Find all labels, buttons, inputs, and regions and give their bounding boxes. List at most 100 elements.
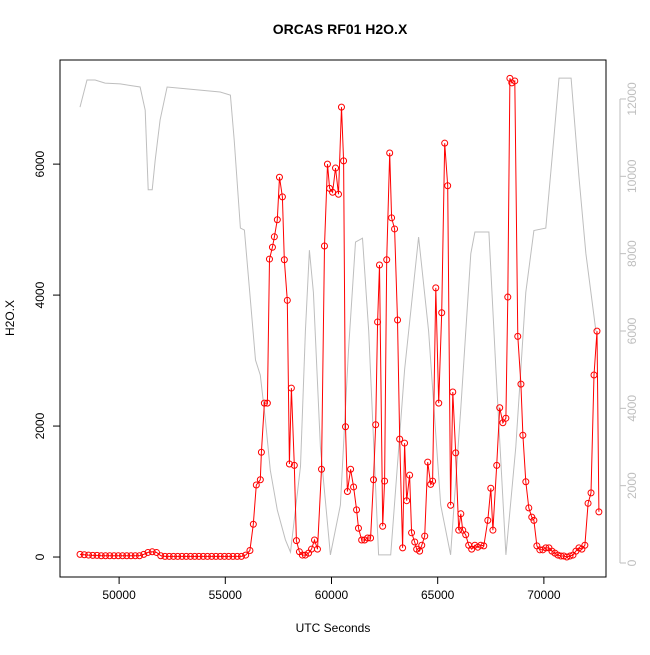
data-point: [566, 552, 574, 560]
data-point: [484, 516, 492, 524]
data-point: [542, 544, 550, 552]
data-point: [242, 551, 250, 559]
y2-tick-label: 4000: [625, 395, 639, 422]
data-point: [140, 550, 148, 558]
data-point: [480, 542, 488, 550]
data-point: [391, 225, 399, 233]
data-point: [517, 380, 525, 388]
y2-tick-label: 2000: [625, 472, 639, 499]
data-point: [383, 256, 391, 264]
data-point: [157, 552, 165, 560]
data-point: [320, 242, 328, 250]
data-point: [496, 404, 504, 412]
data-point: [587, 489, 595, 497]
y-tick-label: 2000: [33, 412, 47, 439]
data-point: [252, 481, 260, 489]
data-point: [432, 284, 440, 292]
x-tick-label: 70000: [527, 588, 561, 602]
data-point: [323, 160, 331, 168]
data-point: [394, 316, 402, 324]
data-point: [519, 431, 527, 439]
data-point: [127, 552, 135, 560]
data-point: [381, 477, 389, 485]
data-point: [203, 552, 211, 560]
data-point: [229, 552, 237, 560]
data-point: [335, 190, 343, 198]
data-point: [337, 103, 345, 111]
data-point: [135, 552, 143, 560]
data-point: [457, 510, 465, 518]
data-point: [388, 214, 396, 222]
data-point: [462, 531, 470, 539]
series-line: [79, 78, 600, 558]
y2-tick-label: 12000: [625, 82, 639, 116]
x-tick-label: 55000: [209, 588, 243, 602]
data-point: [318, 465, 326, 473]
data-point: [522, 478, 530, 486]
data-point: [265, 255, 273, 263]
data-point: [85, 551, 93, 559]
data-point: [340, 157, 348, 165]
data-point: [280, 256, 288, 264]
data-point: [590, 371, 598, 379]
data-point: [237, 552, 245, 560]
data-point: [123, 552, 131, 560]
data-point: [275, 173, 283, 181]
data-point: [399, 544, 407, 552]
data-point: [452, 449, 460, 457]
data-point: [131, 552, 139, 560]
data-point: [93, 551, 101, 559]
data-point: [347, 465, 355, 473]
data-point: [220, 552, 228, 560]
data-point: [563, 553, 571, 561]
data-point: [311, 536, 319, 544]
data-point: [119, 552, 127, 560]
data-point: [191, 552, 199, 560]
data-point: [332, 164, 340, 172]
data-point: [114, 552, 122, 560]
data-point: [396, 435, 404, 443]
data-point: [379, 522, 387, 530]
data-point: [514, 332, 522, 340]
data-point: [313, 545, 321, 553]
y2-tick-label: 0: [625, 559, 639, 566]
data-point: [287, 384, 295, 392]
data-point: [216, 552, 224, 560]
data-point: [493, 461, 501, 469]
data-point: [511, 77, 519, 85]
data-point: [530, 516, 538, 524]
data-point: [233, 552, 241, 560]
data-point: [374, 318, 382, 326]
data-point: [584, 499, 592, 507]
data-point: [169, 552, 177, 560]
data-point: [283, 296, 291, 304]
data-point: [343, 488, 351, 496]
data-point: [350, 483, 358, 491]
data-point: [375, 261, 383, 269]
data-point: [444, 182, 452, 190]
data-point: [408, 529, 416, 537]
x-tick-label: 60000: [315, 588, 349, 602]
data-point: [174, 552, 182, 560]
data-point: [364, 534, 372, 542]
data-point: [292, 537, 300, 545]
data-point: [354, 524, 362, 532]
data-point: [195, 552, 203, 560]
data-point: [263, 399, 271, 407]
data-point: [182, 552, 190, 560]
data-point: [489, 526, 497, 534]
data-point: [144, 548, 152, 556]
data-point: [165, 552, 173, 560]
data-point: [477, 541, 485, 549]
data-point: [358, 536, 366, 544]
data-point: [257, 448, 265, 456]
data-point: [110, 552, 118, 560]
data-point: [416, 547, 424, 555]
data-point: [406, 471, 414, 479]
y-tick-label: 4000: [33, 281, 47, 308]
x-tick-label: 65000: [421, 588, 455, 602]
data-point: [273, 216, 281, 224]
data-point: [595, 508, 603, 516]
